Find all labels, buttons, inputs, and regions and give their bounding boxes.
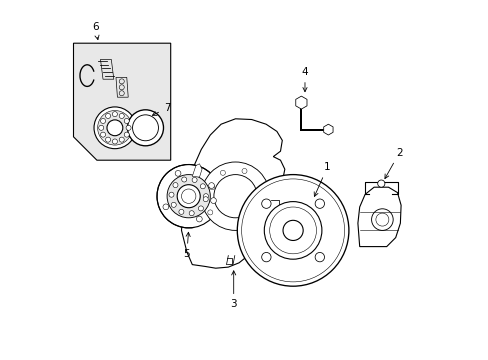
Circle shape — [220, 170, 225, 175]
Circle shape — [207, 210, 212, 215]
Circle shape — [198, 206, 203, 211]
Circle shape — [124, 118, 129, 123]
Circle shape — [200, 184, 205, 189]
Circle shape — [119, 137, 124, 142]
Circle shape — [269, 207, 316, 254]
Polygon shape — [73, 43, 170, 160]
Circle shape — [98, 111, 132, 145]
Circle shape — [99, 125, 103, 130]
Circle shape — [107, 120, 122, 136]
Circle shape — [242, 168, 246, 174]
Text: 4: 4 — [301, 67, 307, 92]
Circle shape — [371, 209, 392, 230]
Circle shape — [163, 204, 168, 210]
Circle shape — [208, 183, 214, 188]
Circle shape — [119, 91, 124, 96]
Circle shape — [169, 192, 174, 197]
Polygon shape — [101, 59, 114, 79]
Circle shape — [237, 175, 348, 286]
Circle shape — [112, 112, 117, 117]
Circle shape — [314, 252, 324, 262]
Circle shape — [213, 175, 257, 218]
Circle shape — [181, 189, 196, 203]
Circle shape — [112, 139, 117, 144]
Polygon shape — [192, 164, 202, 177]
Circle shape — [210, 198, 216, 203]
Circle shape — [119, 113, 124, 118]
Polygon shape — [295, 96, 306, 109]
Circle shape — [264, 202, 321, 259]
Circle shape — [189, 211, 194, 216]
Circle shape — [105, 113, 110, 118]
Circle shape — [171, 202, 176, 207]
Circle shape — [124, 132, 129, 137]
Circle shape — [314, 199, 324, 208]
Circle shape — [203, 194, 208, 199]
Circle shape — [241, 179, 344, 282]
Circle shape — [126, 125, 131, 130]
Text: 5: 5 — [183, 232, 190, 259]
Circle shape — [175, 171, 181, 176]
Polygon shape — [357, 187, 400, 247]
Circle shape — [179, 210, 183, 215]
Circle shape — [167, 175, 210, 218]
Circle shape — [375, 213, 388, 226]
Circle shape — [203, 197, 208, 202]
Circle shape — [119, 79, 124, 84]
Circle shape — [201, 162, 269, 230]
Circle shape — [182, 177, 186, 182]
Circle shape — [209, 185, 214, 190]
Polygon shape — [181, 119, 284, 268]
Circle shape — [101, 132, 105, 137]
Circle shape — [377, 180, 384, 187]
Circle shape — [105, 137, 110, 142]
Circle shape — [196, 216, 202, 222]
Circle shape — [173, 183, 178, 188]
Circle shape — [94, 107, 136, 149]
Text: 2: 2 — [384, 148, 402, 179]
Circle shape — [192, 177, 197, 183]
Circle shape — [132, 115, 158, 141]
Polygon shape — [323, 124, 332, 135]
Circle shape — [261, 252, 270, 262]
Polygon shape — [116, 77, 128, 97]
Circle shape — [177, 185, 200, 208]
Circle shape — [157, 165, 220, 228]
Text: 7: 7 — [152, 103, 170, 115]
Circle shape — [127, 110, 163, 146]
Circle shape — [261, 199, 270, 208]
Text: 6: 6 — [92, 22, 99, 40]
Circle shape — [283, 220, 303, 240]
Text: 1: 1 — [314, 162, 330, 197]
Circle shape — [119, 85, 124, 90]
Text: 3: 3 — [230, 271, 237, 309]
Circle shape — [101, 118, 105, 123]
